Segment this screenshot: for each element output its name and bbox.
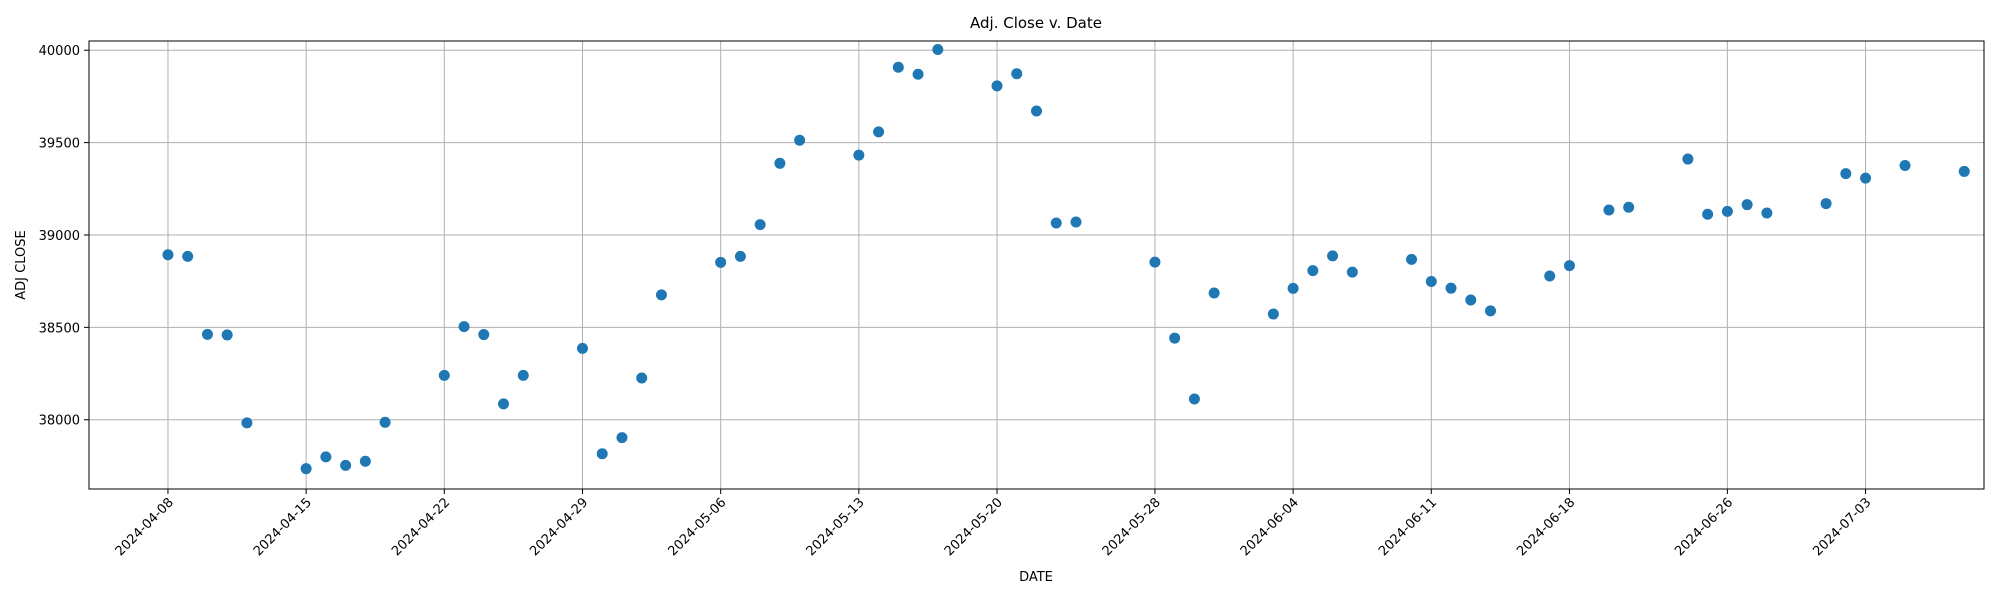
data-point [576, 342, 588, 354]
data-point [1011, 68, 1023, 80]
data-point [596, 448, 608, 460]
data-point [1050, 217, 1062, 229]
x-tick-label: 2024-06-11 [1376, 495, 1440, 559]
plot-area-frame [88, 40, 1985, 490]
y-tick-label: 39000 [39, 229, 80, 244]
y-tick-label: 38000 [39, 414, 80, 429]
x-tick-label: 2024-04-08 [113, 495, 177, 559]
data-point [774, 157, 786, 169]
x-tick-label: 2024-06-04 [1238, 495, 1302, 559]
data-point [1208, 287, 1220, 299]
data-point [1860, 172, 1872, 184]
data-point [655, 289, 667, 301]
data-point [300, 463, 312, 475]
x-tick-label: 2024-04-22 [389, 495, 453, 559]
data-point [715, 256, 727, 268]
data-point [1958, 165, 1970, 177]
x-tick-label: 2024-06-18 [1514, 495, 1578, 559]
y-tick-label: 39500 [39, 137, 80, 152]
data-point [794, 134, 806, 146]
data-point [754, 219, 766, 231]
chart-title: Adj. Close v. Date [970, 14, 1102, 32]
data-point [1188, 393, 1200, 405]
data-point [1307, 265, 1319, 277]
y-tick-label: 38500 [39, 321, 80, 336]
data-point [359, 455, 371, 467]
x-tick-label: 2024-05-28 [1100, 495, 1164, 559]
data-point [873, 126, 885, 138]
data-point [517, 369, 529, 381]
data-point [636, 372, 648, 384]
data-point [1682, 153, 1694, 165]
x-tick-label: 2024-05-13 [804, 495, 868, 559]
data-points [162, 43, 1970, 475]
data-point [182, 250, 194, 262]
x-axis: 2024-04-08 2024-04-15 2024-04-22 2024-04-29… [113, 489, 1874, 559]
data-point [1721, 205, 1733, 217]
x-tick-label: 2024-05-06 [665, 495, 729, 559]
x-tick-label: 2024-05-20 [942, 495, 1006, 559]
data-point [1149, 256, 1161, 268]
data-point [1840, 168, 1852, 180]
data-point [1445, 282, 1457, 294]
data-point [320, 451, 332, 463]
data-point [1031, 105, 1042, 117]
data-point [1623, 201, 1635, 213]
data-point [1327, 250, 1339, 262]
x-tick-label: 2024-04-29 [527, 495, 591, 559]
y-axis-label: ADJ CLOSE [14, 230, 29, 299]
data-point [1761, 207, 1773, 219]
data-point [379, 416, 391, 428]
data-point [478, 329, 490, 341]
data-point [1169, 332, 1181, 344]
data-point [892, 61, 904, 73]
y-tick-label: 40000 [39, 44, 80, 59]
data-point [734, 250, 746, 262]
data-point [1563, 260, 1575, 272]
data-point [1425, 276, 1437, 288]
data-point [991, 80, 1003, 92]
data-point [1899, 160, 1911, 172]
data-point [340, 459, 352, 471]
data-point [498, 398, 510, 410]
data-point [1287, 282, 1299, 294]
data-point [1741, 199, 1753, 211]
data-point [932, 43, 944, 55]
data-point [616, 432, 628, 444]
data-point [1485, 305, 1497, 317]
data-point [912, 68, 924, 80]
data-point [1406, 253, 1418, 265]
data-point [1544, 270, 1556, 282]
data-point [1820, 198, 1832, 210]
data-point [1702, 208, 1714, 220]
data-point [1070, 216, 1082, 228]
x-tick-label: 2024-06-26 [1672, 495, 1736, 559]
data-point [1267, 308, 1279, 320]
data-point [1603, 204, 1615, 216]
data-point [438, 369, 450, 381]
data-point [1465, 294, 1477, 306]
data-point [458, 321, 470, 333]
x-axis-label: DATE [1019, 570, 1053, 585]
x-tick-label: 2024-07-03 [1810, 495, 1874, 559]
x-tick-label: 2024-04-15 [251, 495, 315, 559]
data-point [162, 249, 174, 261]
data-point [201, 328, 213, 340]
data-point [241, 417, 253, 429]
data-point [221, 329, 233, 341]
y-axis: 38000 38500 39000 39500 40000 [39, 44, 89, 429]
grid-lines [89, 41, 1984, 489]
data-point [1346, 266, 1358, 278]
data-point [853, 149, 865, 161]
